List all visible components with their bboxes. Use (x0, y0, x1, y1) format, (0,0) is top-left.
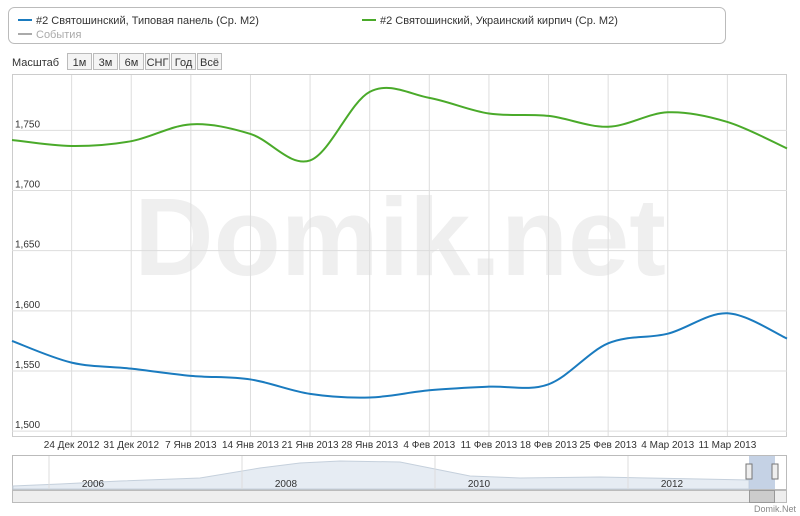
x-tick-label: 4 Мар 2013 (641, 440, 694, 451)
x-tick-label: 31 Дек 2012 (103, 440, 159, 451)
x-tick-label: 11 Фев 2013 (461, 440, 518, 451)
y-tick-label: 1,600 (15, 300, 40, 311)
legend-label: События (36, 29, 81, 41)
navigator-handle[interactable] (745, 463, 753, 480)
range-label: Масштаб (12, 57, 59, 69)
scrollbar[interactable] (12, 490, 787, 503)
legend: #2 Святошинский, Типовая панель (Ср. М2)… (18, 15, 618, 41)
range-button-label[interactable]: СНГ (147, 57, 169, 69)
x-tick-label: 18 Фев 2013 (520, 440, 578, 451)
y-tick-label: 1,550 (15, 360, 40, 371)
navigator-label: 2010 (468, 479, 491, 490)
y-tick-label: 1,500 (15, 420, 40, 431)
legend-box (8, 7, 726, 44)
range-button[interactable] (197, 53, 222, 70)
x-tick-label: 4 Фев 2013 (403, 440, 455, 451)
range-button[interactable] (119, 53, 144, 70)
x-tick-label: 7 Янв 2013 (165, 440, 217, 451)
navigator-label: 2008 (275, 479, 298, 490)
navigator-selection[interactable] (749, 456, 775, 489)
x-tick-label: 11 Мар 2013 (699, 440, 757, 451)
range-button-label[interactable]: 3м (99, 57, 113, 69)
plot: 1,500 1,550 1,600 1,650 1,700 1,750 24 Дек 201… (11, 75, 788, 451)
x-tick-label: 14 Янв 2013 (222, 440, 279, 451)
navigator-labels: 2006 2008 2010 2012 (48, 456, 684, 490)
x-tick-label: 21 Янв 2013 (282, 440, 339, 451)
navigator-label: 2006 (82, 479, 105, 490)
range-button[interactable] (67, 53, 92, 70)
navigator-series (12, 460, 750, 490)
legend-label: #2 Святошинский, Украинский кирпич (Ср. … (380, 15, 618, 27)
legend-label: #2 Святошинский, Типовая панель (Ср. М2) (36, 15, 259, 27)
range-button-label[interactable]: 1м (73, 57, 87, 69)
plot-frame (12, 74, 787, 437)
y-tick-label: 1,650 (15, 240, 40, 251)
range-button[interactable] (171, 53, 196, 70)
range-button-label[interactable]: Год (175, 57, 193, 69)
range-button[interactable] (145, 53, 170, 70)
navigator-label: 2012 (661, 479, 684, 490)
x-tick-label: 28 Янв 2013 (341, 440, 398, 451)
credit: Domik.Net (754, 504, 797, 514)
y-tick-label: 1,700 (15, 180, 40, 191)
navigator-handle[interactable] (771, 463, 779, 480)
scrollbar-thumb[interactable] (749, 490, 775, 503)
x-tick-label: 25 Фев 2013 (579, 440, 637, 451)
watermark: Domik.net (134, 176, 666, 299)
y-tick-label: 1,750 (15, 119, 40, 130)
x-tick-label: 24 Дек 2012 (44, 440, 100, 451)
range-button[interactable] (93, 53, 118, 70)
range-button-label[interactable]: Всё (200, 57, 219, 69)
range-buttons: 1м 3м 6м СНГ Год Всё (67, 53, 222, 70)
series-line (11, 86, 788, 163)
range-button-label[interactable]: 6м (125, 57, 139, 69)
series-line (11, 312, 788, 399)
